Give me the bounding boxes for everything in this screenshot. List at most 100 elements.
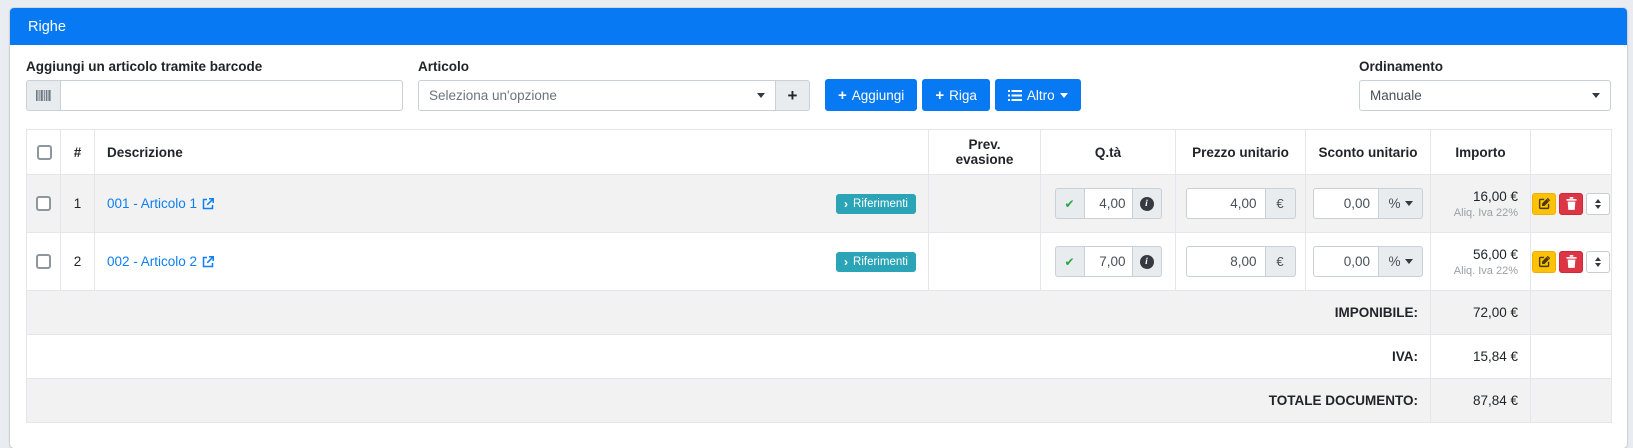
righe-table: # Descrizione Prev. evasione Q.tà Prezzo… (26, 129, 1612, 423)
aggiungi-button[interactable]: + Aggiungi (825, 79, 918, 111)
external-link-icon (202, 255, 215, 268)
riga-button[interactable]: + Riga (922, 79, 990, 111)
edit-row-button[interactable] (1532, 192, 1556, 215)
plus-icon: + (787, 85, 798, 105)
barcode-label: Aggiungi un articolo tramite barcode (26, 59, 263, 74)
prev-evasione-cell (928, 232, 1041, 291)
qta-input[interactable] (1083, 188, 1133, 219)
info-icon: i (1139, 196, 1154, 211)
euro-addon: € (1265, 246, 1296, 277)
row-number: 1 (60, 174, 95, 233)
iva-note: Aliq. Iva 22% (1453, 264, 1518, 277)
panel-body: Aggiungi un articolo tramite barcode (10, 45, 1627, 437)
ordinamento-label: Ordinamento (1359, 59, 1444, 74)
iva-value: 15,84 € (1430, 334, 1531, 379)
totale-row: TOTALE DOCUMENTO: 87,84 € (26, 378, 1612, 423)
delete-row-button[interactable] (1559, 250, 1583, 273)
qta-info-addon[interactable]: i (1132, 246, 1162, 277)
check-icon: ✔ (1054, 246, 1084, 277)
ordinamento-group: Ordinamento Manuale (1359, 59, 1611, 111)
altro-dropdown-button[interactable]: Altro (994, 79, 1081, 111)
iva-label: IVA: (26, 334, 1431, 379)
barcode-input[interactable] (60, 80, 403, 111)
articolo-label: Articolo (418, 59, 470, 74)
sconto-unit-dropdown[interactable]: % (1379, 188, 1423, 219)
arrow-up-icon (1595, 256, 1601, 261)
trash-icon (1565, 255, 1577, 268)
sconto-input[interactable] (1313, 188, 1379, 219)
chevron-down-icon (757, 93, 765, 98)
table-header-row: # Descrizione Prev. evasione Q.tà Prezzo… (26, 129, 1612, 175)
info-icon: i (1139, 254, 1154, 269)
percent-label: % (1388, 254, 1401, 269)
sconto-input[interactable] (1313, 246, 1379, 277)
chevron-right-icon: › (844, 254, 849, 269)
imponibile-value: 72,00 € (1430, 290, 1531, 335)
select-all-checkbox[interactable] (37, 144, 52, 160)
row-checkbox[interactable] (36, 254, 51, 270)
col-qta: Q.tà (1040, 129, 1176, 175)
row-actions-bar: + Aggiungi + Riga Altro (825, 79, 1081, 111)
riferimenti-badge[interactable]: › Riferimenti (836, 251, 916, 272)
sconto-unit-dropdown[interactable]: % (1379, 246, 1423, 277)
col-sconto-unitario: Sconto unitario (1305, 129, 1431, 175)
row-number: 2 (60, 232, 95, 291)
plus-icon: + (838, 86, 847, 104)
chevron-down-icon (1592, 93, 1600, 98)
iva-row: IVA: 15,84 € (26, 334, 1612, 379)
importo-value: 16,00 € (1472, 188, 1518, 204)
prezzo-input[interactable] (1185, 188, 1266, 219)
righe-panel: Righe Aggiungi un articolo tramite barco… (10, 8, 1627, 448)
pencil-square-icon (1538, 197, 1550, 210)
articolo-select[interactable]: Seleziona un'opzione (418, 80, 776, 111)
euro-addon: € (1265, 188, 1296, 219)
importo-value: 56,00 € (1472, 246, 1518, 262)
ordinamento-select[interactable]: Manuale (1359, 80, 1611, 111)
new-article-button[interactable]: + (776, 80, 810, 111)
imponibile-row: IMPONIBILE: 72,00 € (26, 290, 1612, 335)
sort-row-handle[interactable] (1586, 250, 1610, 273)
arrow-down-icon (1595, 262, 1601, 267)
chevron-right-icon: › (844, 196, 849, 211)
chevron-down-icon (1059, 92, 1068, 98)
arrow-up-icon (1595, 198, 1601, 203)
trash-icon (1565, 197, 1577, 210)
add-article-form: Aggiungi un articolo tramite barcode (26, 59, 1611, 111)
pencil-square-icon (1538, 255, 1550, 268)
sort-row-handle[interactable] (1586, 192, 1610, 215)
article-link[interactable]: 002 - Articolo 2 (107, 254, 215, 269)
barcode-icon (26, 80, 60, 111)
external-link-icon (202, 197, 215, 210)
panel-title: Righe (28, 18, 66, 35)
col-actions (1530, 129, 1612, 175)
col-importo: Importo (1430, 129, 1531, 175)
imponibile-label: IMPONIBILE: (26, 290, 1431, 335)
qta-info-addon[interactable]: i (1132, 188, 1162, 219)
col-num: # (60, 129, 95, 175)
totale-value: 87,84 € (1430, 378, 1531, 423)
col-prezzo-unitario: Prezzo unitario (1175, 129, 1306, 175)
delete-row-button[interactable] (1559, 192, 1583, 215)
edit-row-button[interactable] (1532, 250, 1556, 273)
articolo-group: Articolo Seleziona un'opzione + (418, 59, 810, 111)
article-link[interactable]: 001 - Articolo 1 (107, 196, 215, 211)
iva-note: Aliq. Iva 22% (1453, 206, 1518, 219)
check-icon: ✔ (1054, 188, 1084, 219)
row-checkbox[interactable] (36, 196, 51, 212)
chevron-down-icon (1404, 201, 1413, 206)
prezzo-input[interactable] (1185, 246, 1266, 277)
totale-label: TOTALE DOCUMENTO: (26, 378, 1431, 423)
col-descrizione: Descrizione (94, 129, 929, 175)
chevron-down-icon (1404, 259, 1413, 264)
riferimenti-badge[interactable]: › Riferimenti (836, 193, 916, 214)
percent-label: % (1388, 196, 1401, 211)
plus-icon: + (935, 86, 945, 104)
qta-input[interactable] (1083, 246, 1133, 277)
list-icon (1007, 89, 1022, 101)
arrow-down-icon (1595, 204, 1601, 209)
col-prev-evasione: Prev. evasione (928, 129, 1041, 175)
table-row: 1 001 - Articolo 1 (26, 174, 1612, 233)
barcode-group: Aggiungi un articolo tramite barcode (26, 59, 403, 111)
articolo-selected-value: Seleziona un'opzione (429, 88, 557, 103)
panel-header: Righe (10, 8, 1627, 45)
